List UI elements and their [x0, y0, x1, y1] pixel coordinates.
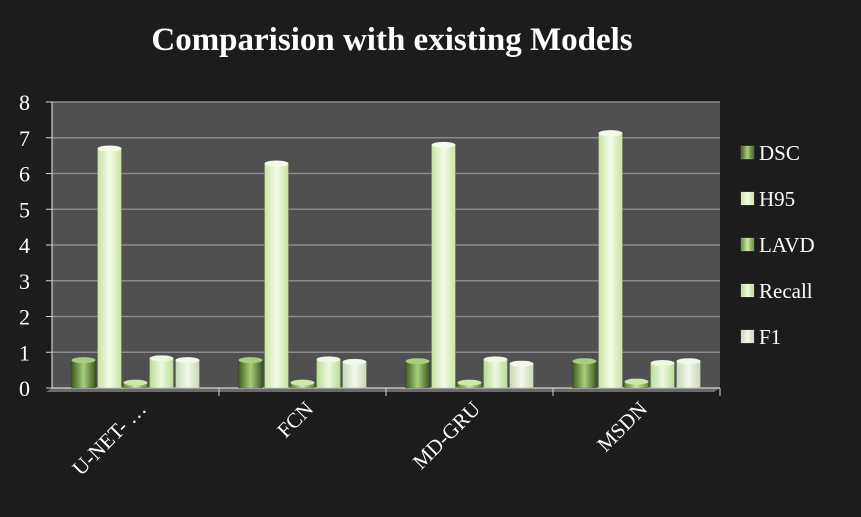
bar-cap [483, 356, 508, 363]
bar-cap [572, 358, 597, 365]
bar-recall-3 [650, 362, 675, 389]
y-tick-label: 2 [19, 305, 30, 330]
bar-cap [598, 130, 623, 137]
bar-cap [316, 356, 341, 363]
y-tick-label: 4 [19, 233, 30, 258]
bar-cap [457, 379, 482, 386]
plot-area: 0 1 2 3 4 5 6 7 8 U-NET- … FCN MD-GRU MSDN [19, 90, 721, 481]
bar-dsc-0 [71, 359, 96, 389]
bar-f1-3 [676, 360, 701, 389]
legend-label-lavd: LAVD [759, 233, 815, 257]
y-tick-label: 8 [19, 90, 30, 115]
bar-recall-1 [316, 359, 341, 389]
bar-cap [71, 357, 96, 364]
legend-label-recall: Recall [759, 279, 813, 303]
bar-cap [624, 378, 649, 385]
bar-cap [97, 145, 122, 152]
bar-dsc-3 [572, 360, 597, 389]
legend-swatch-dsc [740, 145, 755, 160]
bar-cap [650, 359, 675, 366]
x-tick-label: MSDN [592, 397, 652, 457]
bar-cap [238, 357, 263, 364]
legend-swatch-f1 [740, 329, 755, 344]
bar-cap [175, 357, 200, 364]
bar-cap [431, 141, 456, 148]
x-tick-label: MD-GRU [408, 397, 485, 474]
bar-cap [509, 360, 534, 367]
y-tick-label: 7 [19, 126, 30, 151]
x-tick-label: FCN [272, 397, 318, 443]
bar-cap [405, 358, 430, 365]
bar-cap [123, 379, 148, 386]
y-tick-label: 3 [19, 269, 30, 294]
bar-h95-2 [431, 144, 456, 389]
y-tick-label: 1 [19, 340, 30, 365]
bar-h95-0 [97, 148, 122, 389]
legend: DSC H95 LAVD Recall F1 [740, 141, 815, 349]
bar-f1-2 [509, 363, 534, 389]
y-tick-label: 5 [19, 197, 30, 222]
bar-dsc-1 [238, 359, 263, 389]
legend-swatch-h95 [740, 191, 755, 206]
x-tick-label: U-NET- … [67, 397, 151, 481]
bar-f1-0 [175, 359, 200, 389]
chart-title: Comparision with existing Models [151, 22, 632, 58]
bar-cap [149, 355, 174, 362]
bar-f1-1 [342, 361, 367, 389]
y-tick-label: 6 [19, 162, 30, 187]
legend-swatch-recall [740, 283, 755, 298]
legend-label-f1: F1 [759, 325, 781, 349]
bar-cap [290, 379, 315, 386]
bar-dsc-2 [405, 360, 430, 389]
bar-h95-1 [264, 163, 289, 389]
bar-recall-2 [483, 359, 508, 389]
legend-swatch-lavd [740, 237, 755, 252]
bar-h95-3 [598, 132, 623, 389]
legend-label-dsc: DSC [759, 141, 800, 165]
y-tick-label: 0 [19, 376, 30, 401]
bar-cap [264, 160, 289, 167]
bar-cap [342, 358, 367, 365]
plot-floor [46, 388, 720, 392]
bar-recall-0 [149, 358, 174, 389]
bar-cap [676, 358, 701, 365]
legend-label-h95: H95 [759, 187, 795, 211]
